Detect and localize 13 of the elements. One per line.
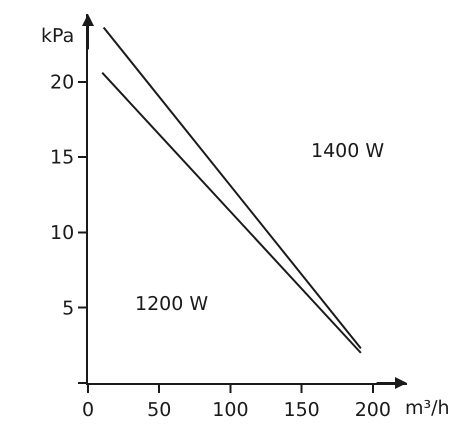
x-tick-label: 200 (354, 398, 391, 421)
y-axis-title: kPa (41, 25, 74, 47)
x-tick-label: 150 (283, 398, 320, 421)
x-tick-label: 100 (212, 398, 249, 421)
y-tick-label: 5 (62, 297, 74, 320)
x-tick-label: 50 (147, 398, 172, 421)
annotation: 1400 W (311, 140, 384, 162)
annotation: 1200 W (135, 293, 208, 315)
y-tick-label: 10 (50, 222, 74, 244)
y-tick-label: 20 (50, 71, 74, 94)
x-tick-label: 0 (82, 398, 94, 421)
x-axis-title: m³/h (405, 397, 450, 419)
y-tick-label: 15 (50, 146, 74, 169)
